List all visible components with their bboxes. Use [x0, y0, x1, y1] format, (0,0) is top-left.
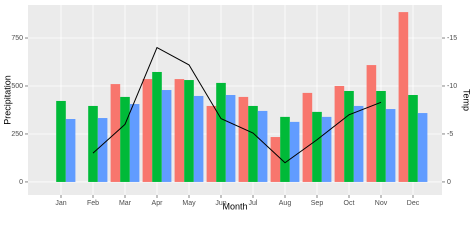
y2-tick-label: -5 [447, 131, 453, 138]
temp-line [92, 46, 382, 164]
bar [398, 12, 409, 182]
bar [289, 121, 300, 182]
y-axis-title: Precipitation [2, 75, 12, 125]
bar [417, 113, 428, 182]
bar [216, 82, 226, 182]
bar [88, 105, 98, 182]
x-tick-label: Aug [279, 200, 292, 207]
x-axis-title: Month [222, 201, 247, 211]
bar [376, 90, 386, 182]
bar [65, 119, 76, 182]
x-tick-label: Oct [344, 200, 355, 207]
bar [193, 95, 204, 182]
bar [97, 118, 108, 182]
x-tick-label: Nov [375, 200, 388, 207]
y-tick-label: 250 [11, 131, 23, 138]
bar [56, 100, 66, 182]
x-tick-label: Dec [407, 200, 420, 207]
bar [142, 79, 153, 182]
x-tick-label: Jun [215, 200, 226, 207]
bar [120, 96, 130, 182]
bar [161, 90, 172, 182]
y-tick-label: 750 [11, 35, 23, 42]
bar [184, 80, 194, 182]
bar [344, 90, 354, 182]
x-tick-label: May [182, 200, 196, 207]
y2-tick-label: -10 [447, 83, 457, 90]
bar [206, 105, 217, 182]
bar [129, 104, 140, 182]
bar [385, 109, 396, 182]
x-tick-label: Jul [249, 200, 258, 207]
x-tick-label: Apr [152, 200, 164, 207]
bar [312, 111, 322, 182]
bar [302, 92, 313, 182]
bar [225, 95, 236, 182]
x-tick-label: Feb [87, 200, 99, 207]
bar [353, 105, 364, 182]
x-tick-label: Sep [311, 200, 324, 207]
y2-tick-label: 0 [447, 179, 451, 186]
chart: Month Precipitation Temp 0 250 500 750 0 -5 -1… [2, 5, 472, 211]
bar [248, 105, 258, 182]
bar [366, 65, 377, 182]
x-tick-label: Mar [119, 200, 132, 207]
y2-tick-label: -15 [447, 35, 457, 42]
x-tick-label: Jan [55, 200, 66, 207]
bar [257, 110, 268, 182]
bar [270, 137, 281, 182]
y2-axis-title: Temp [462, 89, 472, 111]
bar [238, 96, 249, 182]
bar [334, 85, 345, 182]
bar [408, 95, 418, 182]
y-tick-label: 500 [11, 83, 23, 90]
bar [174, 79, 185, 182]
bar [321, 116, 332, 182]
bar [152, 71, 162, 182]
y-tick-label: 0 [19, 179, 23, 186]
bar [280, 116, 290, 182]
